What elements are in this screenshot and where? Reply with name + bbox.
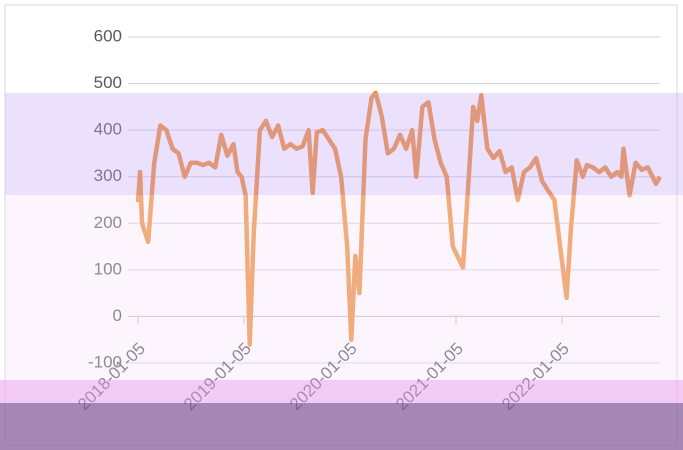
y-tick-label: 300 — [94, 166, 122, 185]
y-tick-label: 0 — [113, 306, 122, 325]
y-tick-label: 600 — [94, 26, 122, 45]
y-tick-label: 400 — [94, 120, 122, 139]
chart-border — [4, 4, 678, 446]
y-tick-label: 100 — [94, 259, 122, 278]
y-tick-label: -100 — [88, 352, 122, 371]
y-tick-label: 200 — [94, 213, 122, 232]
y-tick-label: 500 — [94, 73, 122, 92]
line — [135, 90, 662, 347]
